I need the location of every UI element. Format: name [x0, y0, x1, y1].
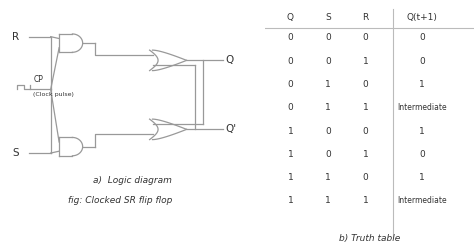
Text: 0: 0	[288, 57, 293, 66]
Text: 1: 1	[288, 173, 293, 182]
Text: 0: 0	[288, 34, 293, 42]
Text: 1: 1	[325, 80, 331, 89]
Text: 0: 0	[363, 34, 368, 42]
Text: S: S	[325, 13, 331, 22]
Text: 1: 1	[363, 150, 368, 159]
Text: 0: 0	[419, 57, 425, 66]
Text: Intermediate: Intermediate	[397, 103, 447, 112]
Text: 1: 1	[325, 173, 331, 182]
Text: R: R	[12, 32, 19, 42]
Text: 0: 0	[419, 34, 425, 42]
Text: 1: 1	[363, 57, 368, 66]
Text: Intermediate: Intermediate	[397, 196, 447, 205]
Text: 1: 1	[288, 127, 293, 135]
Text: 1: 1	[288, 196, 293, 205]
Text: 1: 1	[419, 80, 425, 89]
Text: fig: Clocked SR flip flop: fig: Clocked SR flip flop	[68, 196, 173, 205]
Text: 1: 1	[419, 127, 425, 135]
Text: b) Truth table: b) Truth table	[339, 233, 401, 243]
Text: R: R	[363, 13, 369, 22]
Text: CP: CP	[33, 75, 43, 84]
Text: 1: 1	[288, 150, 293, 159]
Text: (Clock pulse): (Clock pulse)	[33, 92, 74, 97]
Text: 0: 0	[363, 173, 368, 182]
Text: Q': Q'	[225, 124, 237, 134]
Text: 0: 0	[363, 80, 368, 89]
Text: 0: 0	[363, 127, 368, 135]
Text: S: S	[12, 148, 18, 158]
Text: 0: 0	[419, 150, 425, 159]
Text: Q(t+1): Q(t+1)	[406, 13, 438, 22]
Text: 0: 0	[325, 150, 331, 159]
Text: 1: 1	[363, 103, 368, 112]
Text: 0: 0	[288, 80, 293, 89]
Text: 1: 1	[325, 103, 331, 112]
Text: Q: Q	[287, 13, 294, 22]
Text: a)  Logic diagram: a) Logic diagram	[93, 176, 172, 185]
Text: 0: 0	[288, 103, 293, 112]
Text: 1: 1	[325, 196, 331, 205]
Text: 1: 1	[419, 173, 425, 182]
Text: Q: Q	[225, 55, 234, 65]
Text: 1: 1	[363, 196, 368, 205]
Text: 0: 0	[325, 34, 331, 42]
Text: 0: 0	[325, 127, 331, 135]
Text: 0: 0	[325, 57, 331, 66]
